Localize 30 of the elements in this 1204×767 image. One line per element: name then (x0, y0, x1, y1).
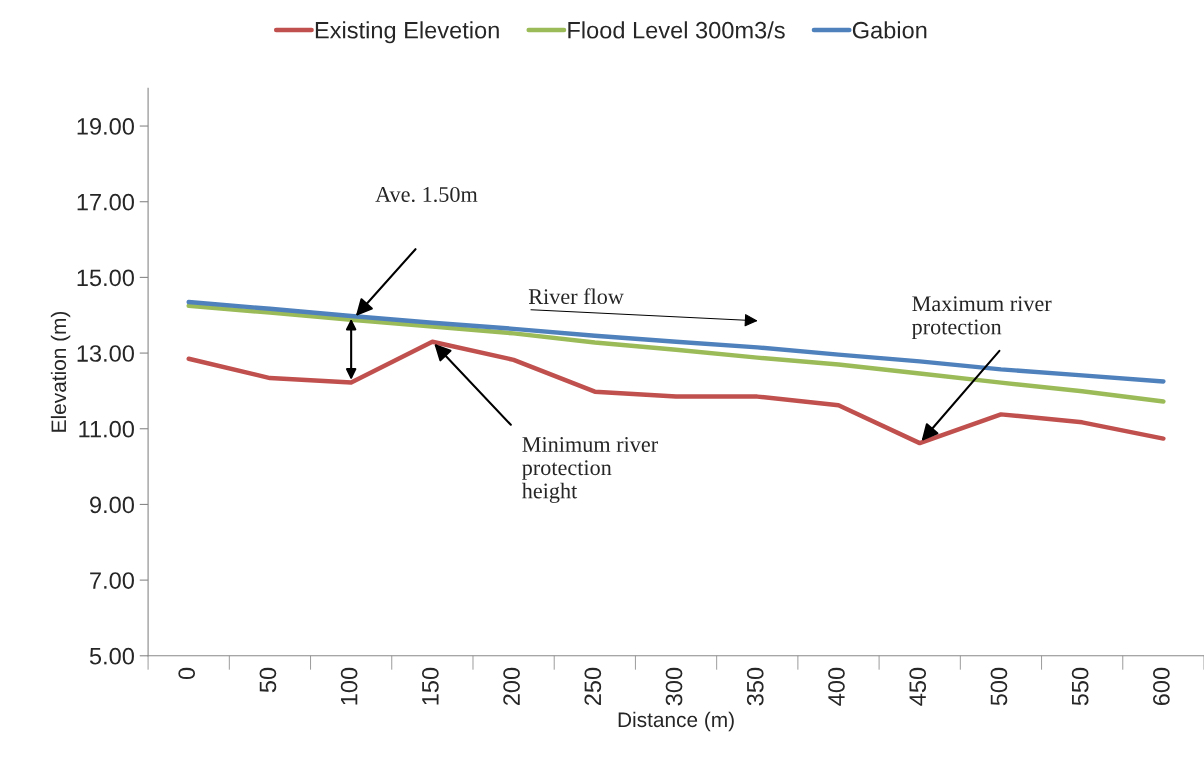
y-tick-label: 13.00 (77, 345, 134, 362)
x-tick-label: 500 (990, 667, 1008, 706)
x-tick-label: 350 (746, 667, 764, 706)
x-axis-title: Distance (m) (618, 711, 734, 732)
y-tick-label: 17.00 (77, 193, 134, 211)
annotation: Maximum river protection (911, 296, 1052, 339)
annotation: River flow (528, 288, 624, 305)
x-tick-label: 400 (828, 667, 845, 706)
x-tick-label: 250 (584, 667, 602, 706)
annotation: Minimum river protection height (521, 437, 658, 504)
y-axis-title: Elevation (m) (50, 311, 71, 432)
y-tick-label: 7.00 (90, 572, 134, 589)
x-tick-label: 150 (421, 667, 439, 705)
x-tick-label: 200 (503, 667, 520, 706)
annotation: Ave. 1.50m (375, 186, 478, 203)
x-tick-label: 550 (1071, 667, 1089, 706)
x-tick-label: 450 (909, 667, 927, 706)
legend-label: Gabion (852, 21, 927, 39)
y-tick-label: 9.00 (90, 496, 134, 514)
y-tick-label: 15.00 (77, 269, 134, 287)
x-tick-label: 50 (259, 667, 277, 693)
legend-label: Flood Level 300m3/s (568, 21, 785, 39)
x-tick-label: 600 (1153, 667, 1170, 706)
x-tick-label: 100 (340, 667, 358, 705)
x-tick-label: 0 (178, 667, 196, 680)
y-tick-label: 19.00 (77, 118, 134, 135)
y-tick-label: 11.00 (79, 420, 134, 438)
x-tick-label: 300 (665, 667, 683, 706)
y-tick-label: 5.00 (89, 647, 134, 665)
legend-label: Existing Elevetion (315, 21, 499, 44)
